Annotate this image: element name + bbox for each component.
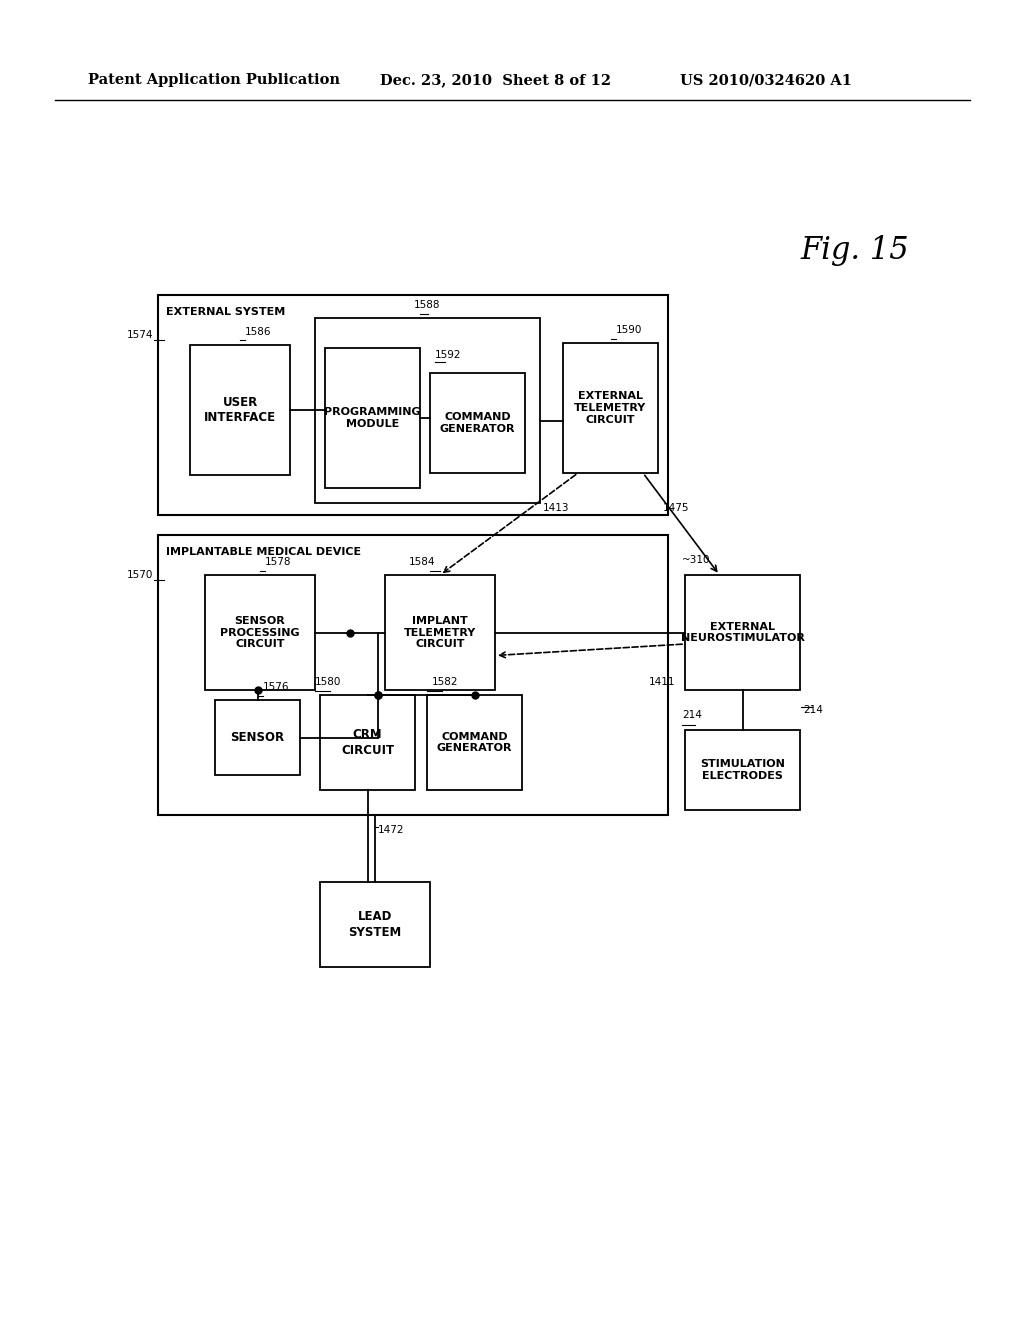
- Text: 1580: 1580: [315, 677, 341, 686]
- Text: IMPLANT
TELEMETRY
CIRCUIT: IMPLANT TELEMETRY CIRCUIT: [403, 616, 476, 649]
- Bar: [430, 374, 525, 473]
- Text: 1570: 1570: [127, 570, 153, 579]
- Text: Dec. 23, 2010  Sheet 8 of 12: Dec. 23, 2010 Sheet 8 of 12: [380, 73, 611, 87]
- Text: EXTERNAL
NEUROSTIMULATOR: EXTERNAL NEUROSTIMULATOR: [681, 622, 805, 643]
- Text: STIMULATION
ELECTRODES: STIMULATION ELECTRODES: [700, 759, 785, 781]
- Bar: [563, 343, 658, 473]
- Bar: [215, 700, 300, 775]
- Text: EXTERNAL SYSTEM: EXTERNAL SYSTEM: [166, 308, 286, 317]
- Text: 1475: 1475: [663, 503, 689, 513]
- Bar: [319, 696, 415, 789]
- Bar: [315, 318, 540, 503]
- Bar: [427, 696, 522, 789]
- Text: 1592: 1592: [435, 350, 462, 360]
- Text: 1586: 1586: [245, 327, 271, 337]
- Text: COMMAND
GENERATOR: COMMAND GENERATOR: [437, 731, 512, 754]
- Text: 214: 214: [803, 705, 823, 715]
- Text: 214: 214: [682, 710, 701, 719]
- Bar: [205, 576, 315, 690]
- Text: SENSOR: SENSOR: [230, 731, 285, 744]
- Text: Fig. 15: Fig. 15: [800, 235, 908, 265]
- Text: ~310: ~310: [682, 554, 711, 565]
- Bar: [158, 294, 668, 515]
- Text: 1590: 1590: [615, 325, 642, 335]
- Text: 1413: 1413: [543, 503, 569, 513]
- Text: EXTERNAL
TELEMETRY
CIRCUIT: EXTERNAL TELEMETRY CIRCUIT: [574, 392, 646, 425]
- Text: 1411: 1411: [648, 677, 675, 686]
- Text: CRM
CIRCUIT: CRM CIRCUIT: [341, 729, 394, 756]
- Text: IMPLANTABLE MEDICAL DEVICE: IMPLANTABLE MEDICAL DEVICE: [166, 546, 361, 557]
- Text: Patent Application Publication: Patent Application Publication: [88, 73, 340, 87]
- Text: USER
INTERFACE: USER INTERFACE: [204, 396, 276, 424]
- Text: 1578: 1578: [265, 557, 292, 568]
- Bar: [385, 576, 495, 690]
- Bar: [325, 348, 420, 488]
- Bar: [158, 535, 668, 814]
- Text: US 2010/0324620 A1: US 2010/0324620 A1: [680, 73, 852, 87]
- Text: 1576: 1576: [262, 682, 289, 692]
- Text: 1472: 1472: [378, 825, 404, 836]
- Bar: [319, 882, 430, 968]
- Text: SENSOR
PROCESSING
CIRCUIT: SENSOR PROCESSING CIRCUIT: [220, 616, 300, 649]
- Bar: [190, 345, 290, 475]
- Text: 1582: 1582: [432, 677, 459, 686]
- Text: 1588: 1588: [415, 300, 440, 310]
- Text: PROGRAMMING
MODULE: PROGRAMMING MODULE: [325, 407, 421, 429]
- Bar: [685, 576, 800, 690]
- Text: LEAD
SYSTEM: LEAD SYSTEM: [348, 911, 401, 939]
- Text: COMMAND
GENERATOR: COMMAND GENERATOR: [439, 412, 515, 434]
- Text: 1574: 1574: [127, 330, 153, 341]
- Text: 1584: 1584: [409, 557, 435, 568]
- Bar: [685, 730, 800, 810]
